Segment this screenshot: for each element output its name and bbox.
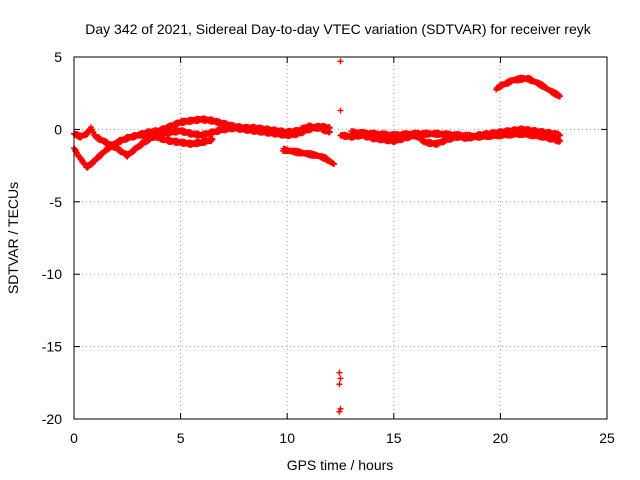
ticks: 0 5 10 15 20 25 -20 -15 -10 -5 0 5 [42, 49, 615, 446]
chart-title: Day 342 of 2021, Sidereal Day-to-day VTE… [85, 21, 591, 37]
y-axis-label: SDTVAR / TECUs [5, 182, 21, 294]
x-axis-label: GPS time / hours [287, 457, 394, 473]
x-tick-label: 10 [279, 430, 295, 446]
y-tick-label: -5 [50, 194, 63, 210]
y-tick-label: -10 [42, 266, 62, 282]
series-isolated [336, 58, 344, 415]
x-tick-label: 0 [70, 430, 78, 446]
data-point [557, 137, 564, 144]
plot-frame [73, 56, 608, 420]
data-points [71, 58, 564, 415]
data-point [557, 93, 564, 100]
x-tick-label: 15 [386, 430, 402, 446]
data-point [336, 408, 343, 415]
series-track-f [348, 128, 564, 145]
data-point [331, 161, 338, 168]
data-point [557, 132, 564, 139]
series-track-d [279, 145, 338, 168]
data-point [336, 369, 343, 376]
data-point [337, 375, 344, 382]
x-tick-label: 20 [493, 430, 509, 446]
y-tick-label: -15 [42, 339, 62, 355]
data-point [337, 405, 344, 412]
data-point [337, 107, 344, 114]
data-point [326, 124, 333, 131]
series-track-c [139, 129, 216, 148]
data-point [336, 381, 343, 388]
x-tick-label: 5 [177, 430, 185, 446]
y-tick-label: 5 [54, 49, 62, 65]
data-point [209, 136, 216, 143]
y-tick-label: -20 [42, 411, 62, 427]
y-tick-label: 0 [54, 121, 62, 137]
data-point [337, 58, 344, 65]
x-tick-label: 25 [599, 430, 615, 446]
series-track-g [493, 74, 564, 100]
